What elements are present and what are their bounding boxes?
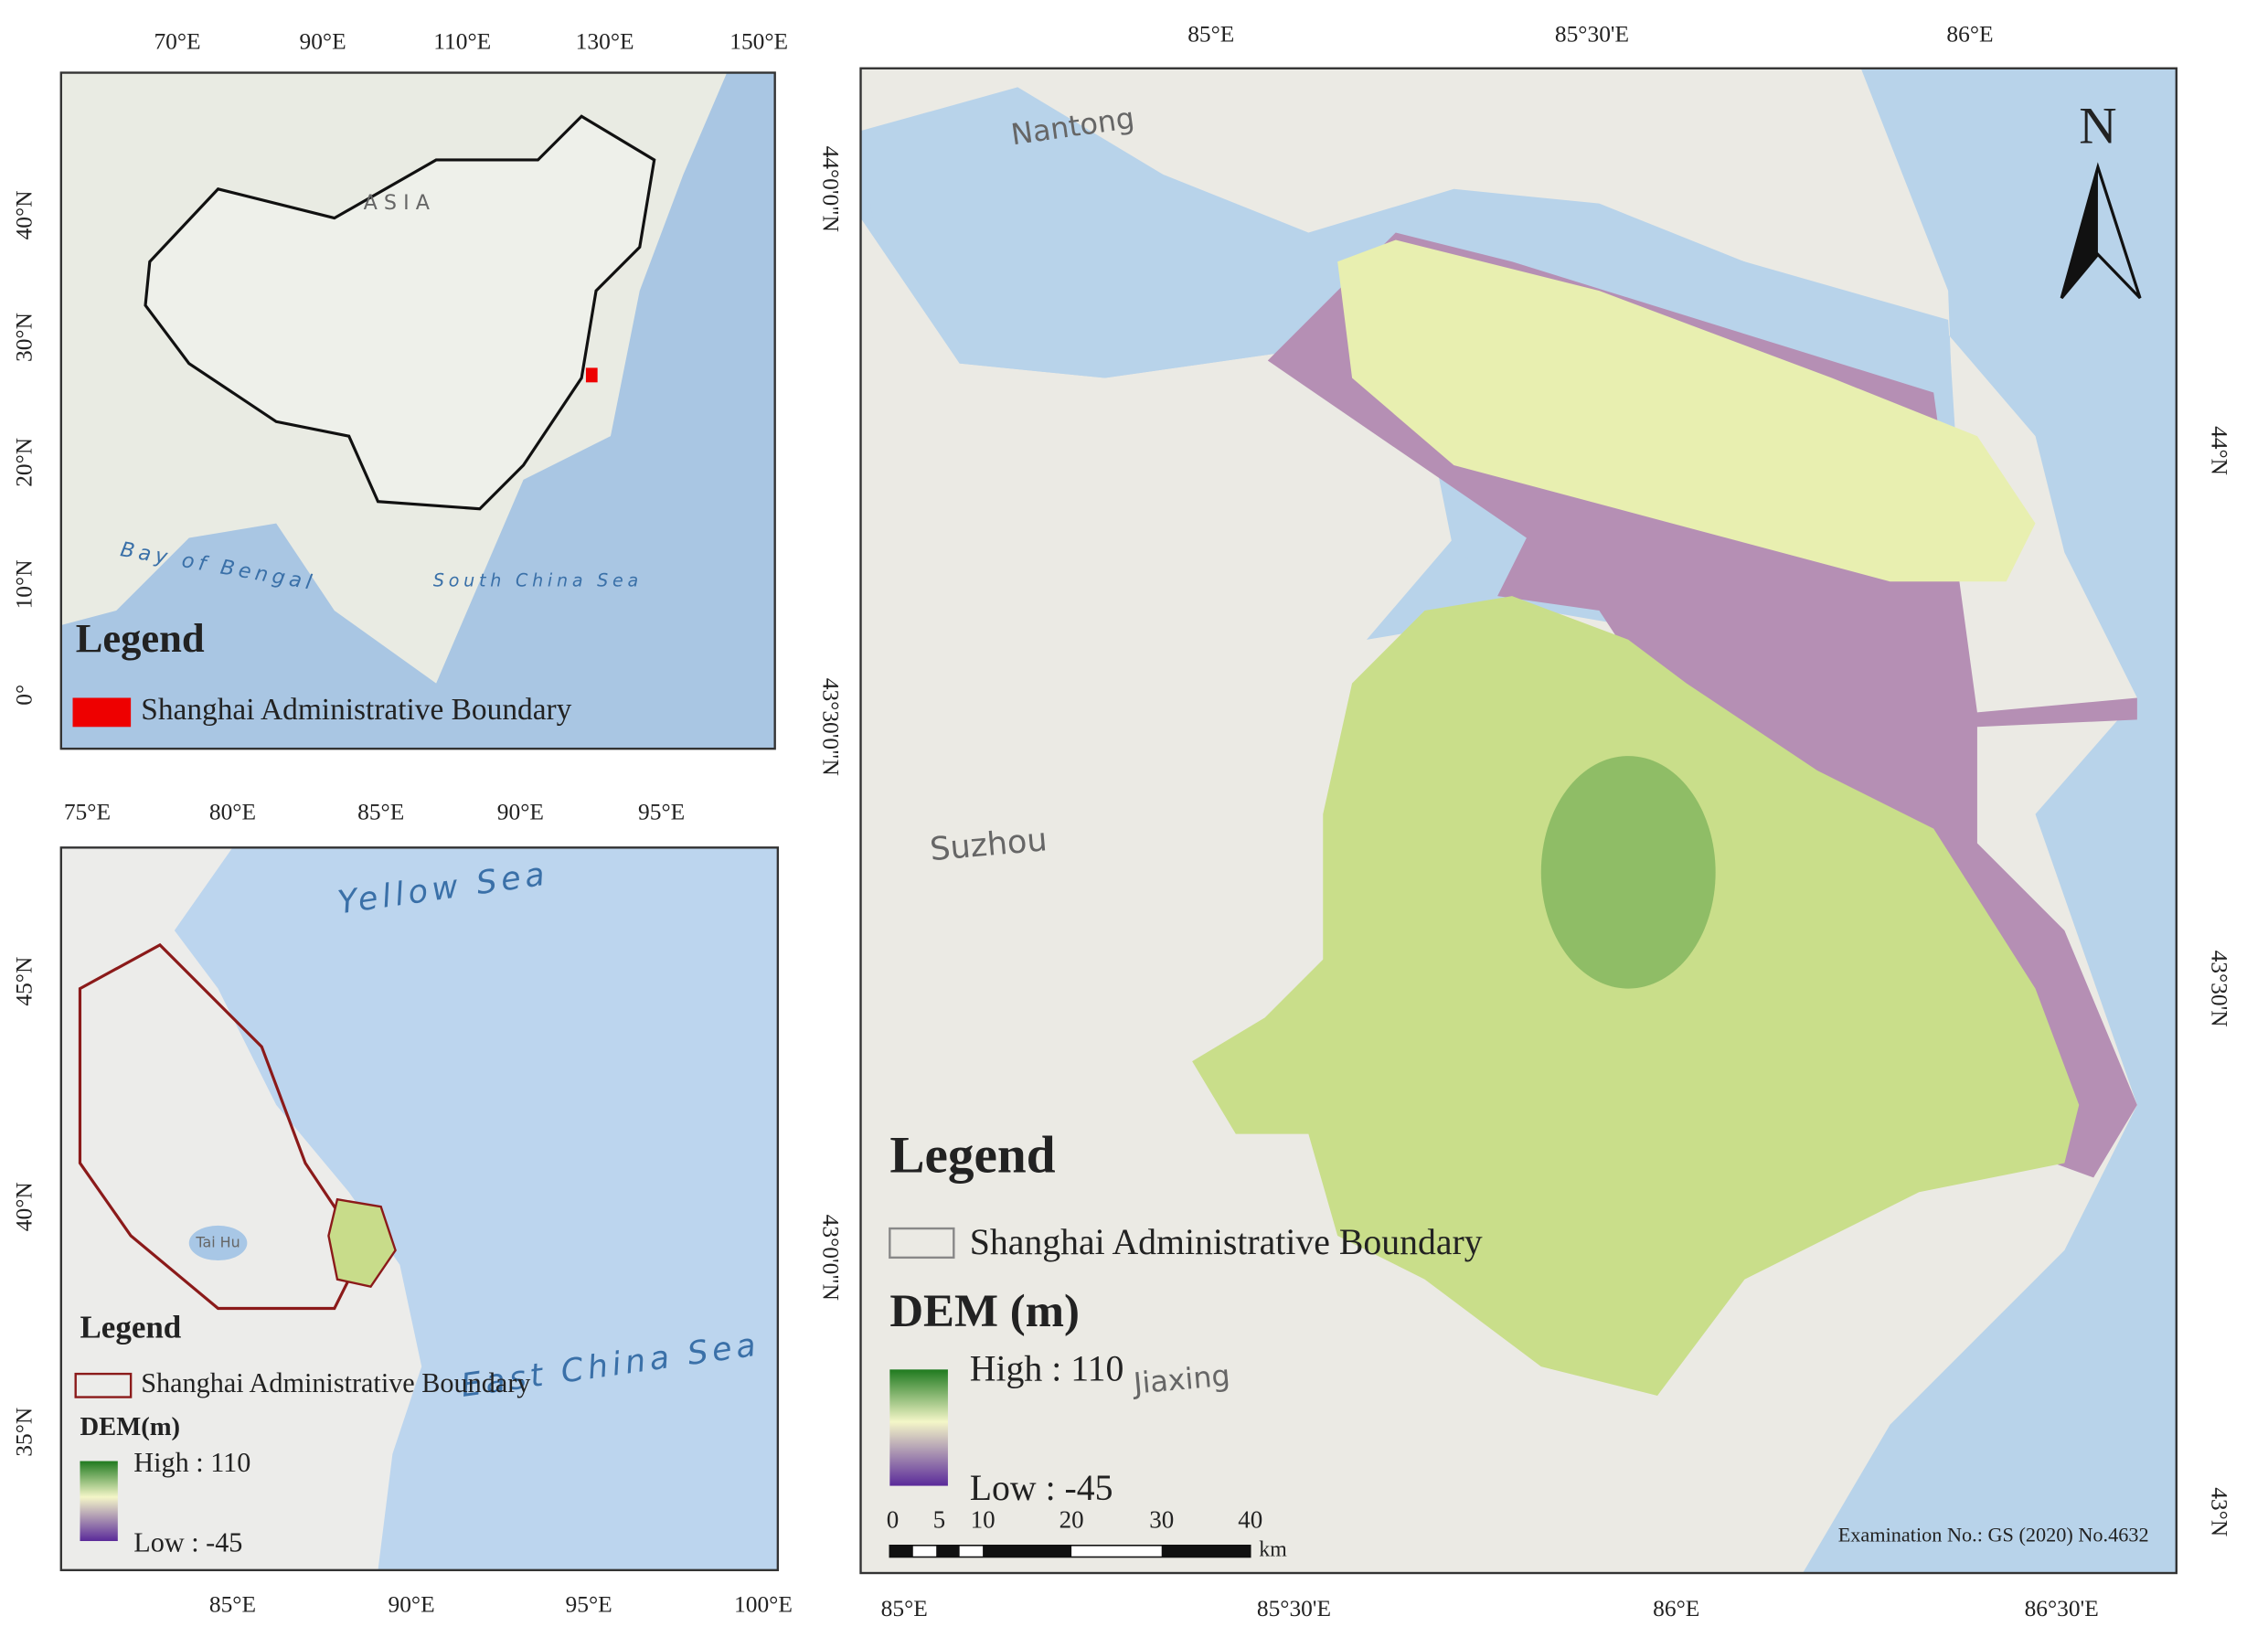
lat-label: 40°N	[10, 1182, 37, 1231]
panel-frame	[859, 67, 2177, 1575]
legend-item: High : 110	[133, 1447, 250, 1478]
scale-tick: 20	[1059, 1506, 1084, 1534]
legend-item: Low : -45	[970, 1468, 1113, 1508]
lat-label: 44°0'0"N	[818, 146, 845, 232]
lat-label: 45°N	[10, 957, 37, 1006]
dem-ramp	[80, 1461, 118, 1542]
lon-label: 85°30'E	[1555, 21, 1629, 48]
legend-item: Shanghai Administrative Boundary	[970, 1222, 1483, 1262]
dem-ramp	[889, 1369, 948, 1486]
north-arrow-half	[2061, 166, 2098, 299]
lon-label: 85°E	[1187, 21, 1234, 48]
main-map	[860, 68, 2177, 1574]
legend-title: Legend	[80, 1309, 181, 1345]
lat-label: 43°30'N	[2206, 951, 2232, 1027]
lon-label: 95°E	[638, 799, 685, 825]
panel-frame	[59, 71, 776, 750]
map-label: A S I A	[364, 191, 431, 215]
scale-tick: 30	[1149, 1506, 1174, 1534]
lon-label: 90°E	[497, 799, 544, 825]
scale-unit: km	[1259, 1538, 1287, 1562]
lat-label: 0°	[10, 685, 37, 706]
lon-label: 75°E	[64, 799, 111, 825]
lon-label: 80°E	[209, 799, 256, 825]
lat-label: 40°N	[10, 190, 37, 239]
lat-label: 20°N	[10, 438, 37, 487]
lon-label: 85°E	[357, 799, 404, 825]
scale-tick: 10	[971, 1506, 996, 1534]
lat-label: 43°0'0"N	[818, 1215, 845, 1301]
lat-label: 43°N	[2206, 1487, 2232, 1536]
scale-tick: 5	[933, 1506, 946, 1534]
lat-label: 30°N	[10, 313, 37, 362]
lon-label: 85°30'E	[1257, 1595, 1331, 1621]
lon-label: 86°E	[1653, 1595, 1699, 1621]
examination-number: Examination No.: GS (2020) No.4632	[1838, 1523, 2149, 1546]
legend-title: Legend	[76, 615, 205, 661]
overview-map	[60, 72, 775, 749]
lat-label: 44°N	[2206, 426, 2232, 475]
lon-label: 70°E	[154, 28, 200, 55]
lon-label: 86°30'E	[2025, 1595, 2099, 1621]
legend-item: Shanghai Administrative Boundary	[141, 693, 571, 727]
scale-tick: 40	[1238, 1506, 1262, 1534]
legend-title: Legend	[889, 1126, 1055, 1184]
lat-label: 43°30'0"N	[818, 678, 845, 776]
lon-label: 86°E	[1946, 21, 1993, 48]
lon-label: 90°E	[389, 1590, 435, 1617]
lat-label: 35°N	[10, 1408, 37, 1457]
regional-map	[60, 847, 778, 1570]
legend-item: Shanghai Administrative Boundary	[141, 1367, 530, 1398]
legend-title: DEM (m)	[889, 1286, 1080, 1337]
scale-bar	[889, 1544, 1251, 1558]
legend-title: DEM(m)	[80, 1412, 180, 1441]
lon-label: 85°E	[209, 1590, 256, 1617]
lon-label: 100°E	[734, 1590, 793, 1617]
legend-item: High : 110	[970, 1349, 1124, 1389]
panel-frame	[59, 846, 780, 1572]
map-label: Tai Hu	[195, 1233, 240, 1250]
lon-label: 90°E	[299, 28, 346, 55]
lon-label: 85°E	[881, 1595, 928, 1621]
legend-swatch	[74, 1372, 133, 1398]
legend-swatch	[72, 697, 132, 728]
lon-label: 150°E	[729, 28, 788, 55]
lon-label: 130°E	[576, 28, 634, 55]
legend-item: Low : -45	[133, 1527, 242, 1558]
lat-label: 10°N	[10, 559, 37, 609]
legend-swatch	[889, 1227, 955, 1260]
scale-tick: 0	[887, 1506, 900, 1534]
north-label: N	[2079, 97, 2116, 154]
lon-label: 110°E	[433, 28, 491, 55]
map-label: South China Sea	[433, 571, 643, 591]
lon-label: 95°E	[566, 1590, 612, 1617]
